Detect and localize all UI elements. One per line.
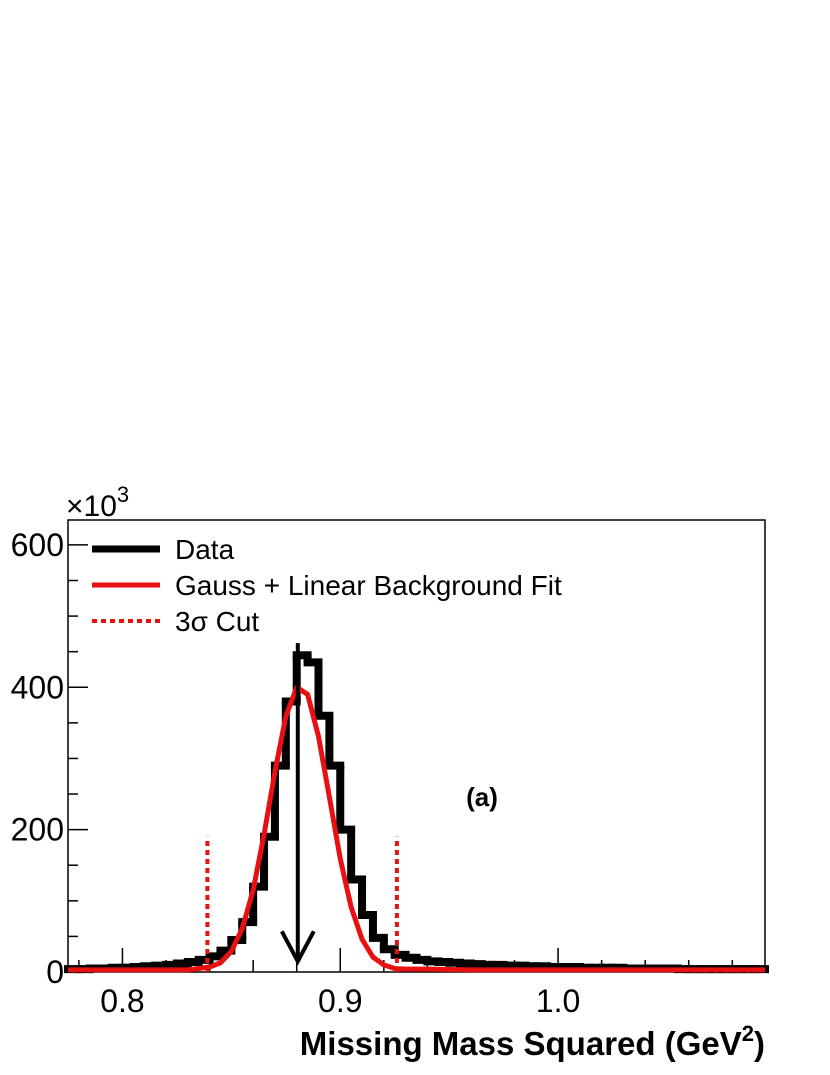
x-label-sup: 2 [742,1021,754,1046]
y-tick-label: 600 [11,527,64,563]
legend-label: Gauss + Linear Background Fit [175,570,562,601]
x-label-end: ) [754,1025,765,1062]
x-tick-label: 0.9 [318,983,362,1019]
y-multiplier: ×103 [66,482,129,523]
y-multiplier-exp: 3 [117,482,129,507]
plot-frame [67,519,766,973]
x-tick-label: 0.8 [100,983,144,1019]
legend-label: Data [175,534,235,565]
arrow-head [280,930,316,966]
y-tick-label: 400 [11,669,64,705]
y-multiplier-base: ×10 [66,490,117,523]
annotation: (a) [466,782,498,812]
fit-curve [68,684,765,973]
x-tick-label: 1.0 [536,983,580,1019]
x-label-main: Missing Mass Squared (GeV [300,1025,742,1062]
legend-label: 3σ Cut [175,606,259,637]
x-axis-label: Missing Mass Squared (GeV2) [300,1021,765,1062]
y-tick-label: 0 [46,954,64,990]
y-tick-label: 200 [11,812,64,848]
